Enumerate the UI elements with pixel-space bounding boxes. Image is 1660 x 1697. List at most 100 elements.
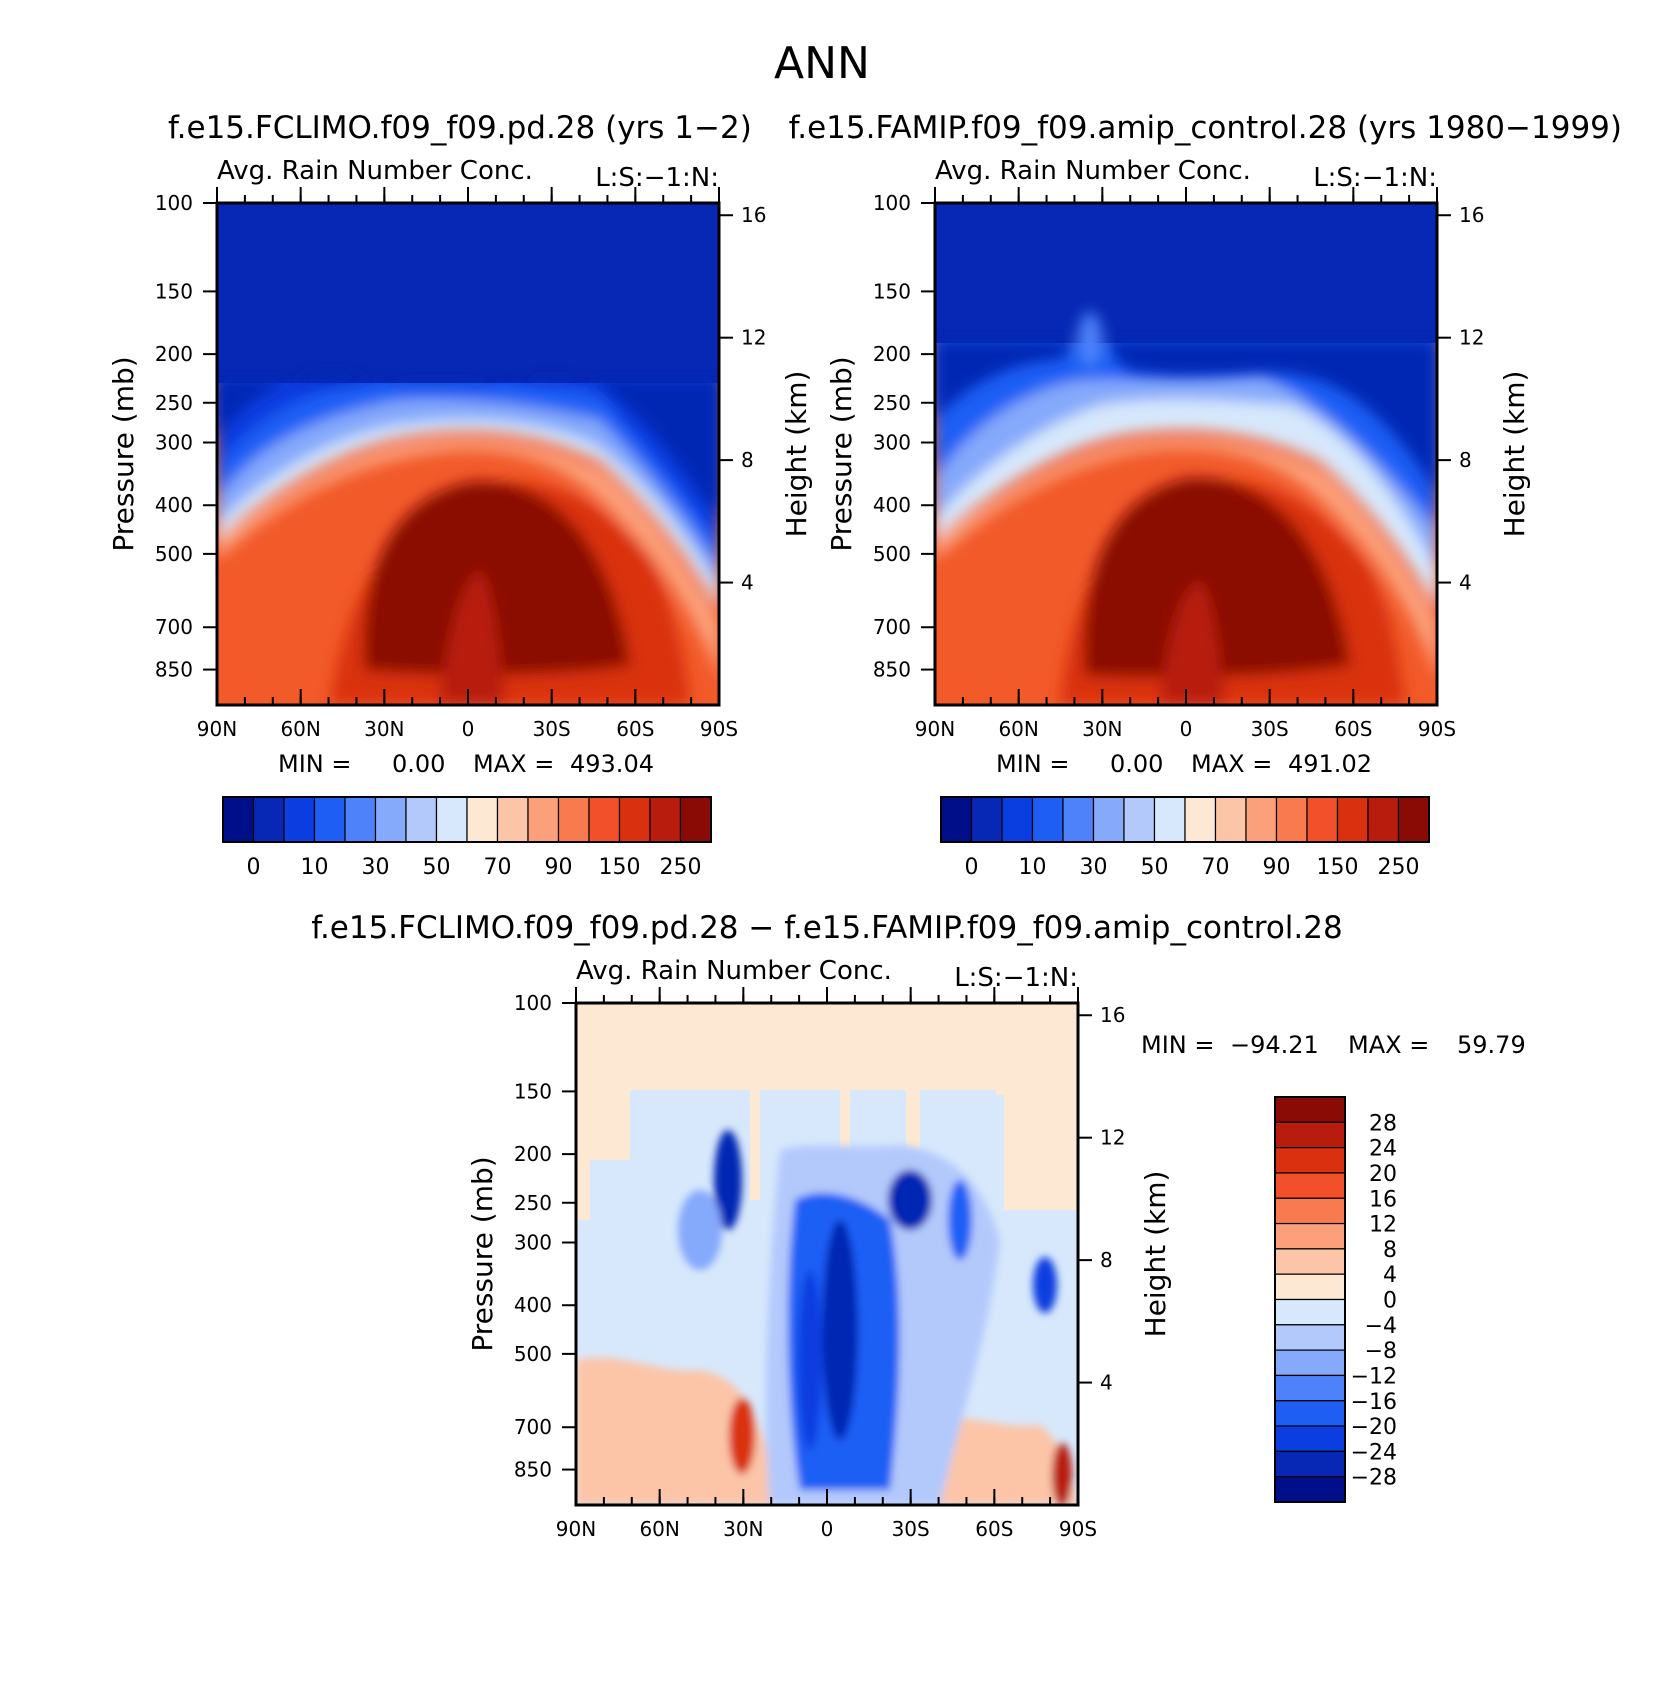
panel3-colorbar-label: −12: [1351, 1364, 1397, 1389]
panel2-colorbar-label: 70: [1202, 855, 1230, 880]
panel1-colorbar-box: [649, 796, 682, 843]
panel2-y2label: Height (km): [1498, 371, 1531, 538]
panel2-max-value: 491.02: [1288, 750, 1372, 778]
panel1-y2-tick-label: 16: [741, 203, 766, 227]
panel2-field-peak: [1078, 312, 1102, 368]
panel3-plot: Avg. Rain Number Conc. L:S:−1:N: 90N 60N 3…: [466, 956, 1526, 1541]
panel1-y-tick-label: 150: [155, 279, 193, 303]
panel3-colorbar-label: 20: [1369, 1162, 1397, 1187]
panel1-y-tick-label: 850: [155, 658, 193, 682]
panel3-y-tick-label: 200: [514, 1142, 552, 1166]
panel3-colorbar-box: [1274, 1349, 1346, 1377]
panel1-y-tick-label: 400: [155, 493, 193, 517]
panel3-y2-tick-label: 8: [1100, 1248, 1113, 1272]
panel1-x-tick-label: 90N: [197, 717, 237, 741]
panel1-y-tick-label: 300: [155, 431, 193, 455]
panel3-y-tick-label: 100: [514, 991, 552, 1015]
panel3-case-title: f.e15.FCLIMO.f09_f09.pd.28 − f.e15.FAMIP…: [311, 910, 1342, 946]
panel3-y-tick-label: 400: [514, 1293, 552, 1317]
panel1-field-lowcore: [440, 570, 505, 705]
panel2-x-tick-label: 60S: [1334, 717, 1372, 741]
panel2-max-label: MAX =: [1191, 750, 1272, 778]
panel1-case-title: f.e15.FCLIMO.f09_f09.pd.28 (yrs 1−2): [168, 110, 752, 146]
panel1-colorbar-box: [435, 796, 468, 843]
panel1-y-tick-label: 700: [155, 615, 193, 639]
panel1-colorbar-box: [496, 796, 529, 843]
panel3-x-tick-label: 60N: [639, 1517, 679, 1541]
panel3-x-tick-label: 90S: [1059, 1517, 1097, 1541]
panel3-ylabel: Pressure (mb): [466, 1156, 499, 1351]
panel1-min-value: 0.00: [392, 750, 445, 778]
panel3-y-tick-label: 250: [514, 1191, 552, 1215]
panel1-x-tick-label: 0: [462, 717, 475, 741]
panel3-anomaly-cold-40s: [948, 1180, 972, 1260]
panel1-colorbar-label: 50: [423, 855, 451, 880]
panel3-y2-tick-label: 4: [1100, 1371, 1113, 1395]
panel1-colorbar-box: [466, 796, 499, 843]
panel3-anomaly-warm-30n: [729, 1398, 755, 1474]
panel1-field-top: [217, 203, 719, 383]
panel2-y2-tick-label: 4: [1459, 571, 1472, 595]
panel2-colorbar-box: [1275, 796, 1308, 843]
panel3-colorbar-label: −16: [1351, 1390, 1397, 1415]
panel3-colorbar-label: 8: [1383, 1238, 1397, 1263]
panel1-colorbar-box: [222, 796, 255, 843]
panel2-ylabel: Pressure (mb): [825, 356, 858, 551]
panel3-colorbar-box: [1274, 1374, 1346, 1402]
panel3-y-tick-label: 850: [514, 1458, 552, 1482]
panel1-colorbar-label: 250: [660, 855, 702, 880]
panel1-y2-tick-label: 12: [741, 326, 766, 350]
panel2-field-lowcore: [1160, 580, 1225, 705]
panel1-colorbar-box: [679, 796, 712, 843]
panel1-y-tick-label: 200: [155, 342, 193, 366]
panel3-colorbar-label: 4: [1383, 1263, 1397, 1288]
panel2-min-value: 0.00: [1110, 750, 1163, 778]
panel3-x-tick-label: 60S: [975, 1517, 1013, 1541]
panel3-colorbar-label: 24: [1369, 1137, 1397, 1162]
panel3-field: [576, 1003, 1078, 1505]
panel3-anomaly-warm-se: [1052, 1443, 1072, 1505]
panel2-y-tick-label: 500: [873, 542, 911, 566]
panel1-ylabel: Pressure (mb): [107, 356, 140, 551]
panel2-colorbar-box: [1123, 796, 1156, 843]
panel2-colorbar-box: [1245, 796, 1278, 843]
panel3-max-value: 59.79: [1457, 1031, 1526, 1059]
panel1-colorbar-label: 10: [301, 855, 329, 880]
panel1-x-tick-label: 90S: [700, 717, 738, 741]
panel1-colorbar-box: [557, 796, 590, 843]
panel3-anomaly-cold-30s: [888, 1170, 932, 1230]
panel2-y-tick-label: 400: [873, 493, 911, 517]
panel1-field-top-edge: [217, 371, 719, 520]
panel1-field-core: [364, 481, 630, 675]
panel3-colorbar-label: −24: [1351, 1440, 1397, 1465]
panel3-x-tick-label: 0: [821, 1517, 834, 1541]
panel3-y-tick-label: 300: [514, 1231, 552, 1255]
panel2-colorbar-label: 30: [1080, 855, 1108, 880]
panel2-colorbar-box: [940, 796, 973, 843]
panel3-colorbar-box: [1274, 1172, 1346, 1199]
panel2-colorbar-box: [1001, 796, 1034, 843]
panel1-colorbar-box: [344, 796, 377, 843]
panel2-colorbar-box: [1367, 796, 1400, 843]
panel3-anomaly-cold-sh: [798, 1270, 822, 1450]
panel3-colorbar-box: [1274, 1425, 1346, 1452]
panel3-anomaly-cold-eq: [822, 1220, 858, 1440]
panel3-colorbar-frame: [1274, 1096, 1346, 1503]
panel1-colorbar-box: [252, 796, 285, 843]
panel2-x-tick-label: 60N: [998, 717, 1038, 741]
panel1-x-tick-label: 60N: [280, 717, 320, 741]
panel1-colorbar-box: [374, 796, 407, 843]
panel3-colorbar-label: 12: [1369, 1213, 1397, 1238]
panel1-max-label: MAX =: [473, 750, 554, 778]
panel1-x-tick-label: 30S: [533, 717, 571, 741]
panel1-colorbar-box: [283, 796, 316, 843]
panel1-axes: 90N 60N 30N 0 30S 60S 90S 100 150 200 250 300 400 500…: [155, 187, 766, 741]
panel2-colorbar-box: [1031, 796, 1064, 843]
panel1-colorbar-label: 30: [362, 855, 390, 880]
panel1-colorbar-box: [527, 796, 560, 843]
panel1-y-tick-label: 100: [155, 191, 193, 215]
panel3-y2-tick-label: 12: [1100, 1126, 1125, 1150]
panel1-colorbar: 0 10 30 50 70 90 150 250: [222, 796, 712, 880]
panel3-title: Avg. Rain Number Conc.: [576, 956, 892, 986]
panel2-title: Avg. Rain Number Conc.: [935, 156, 1251, 186]
